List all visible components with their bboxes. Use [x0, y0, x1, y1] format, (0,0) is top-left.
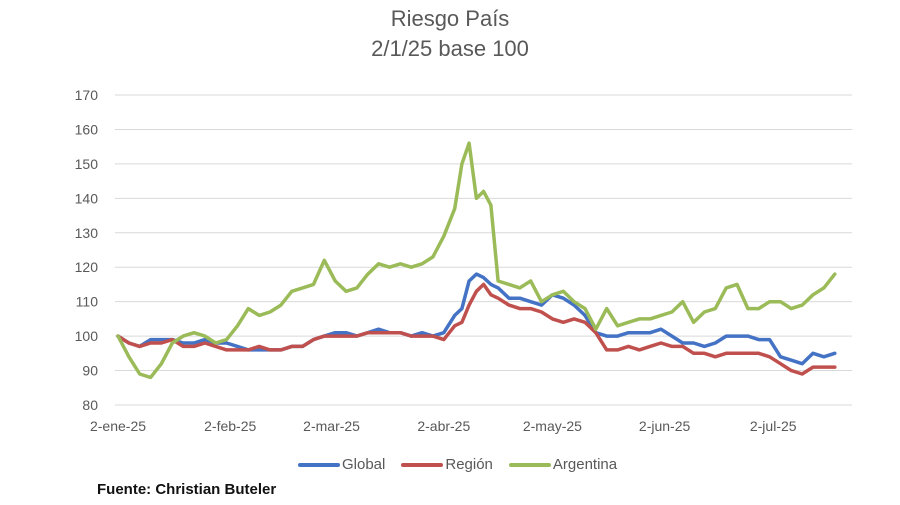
legend-item-region: Región	[401, 456, 493, 473]
data-series	[116, 141, 837, 380]
legend-label-global: Global	[342, 456, 386, 473]
y-tick-label: 160	[75, 121, 99, 137]
x-tick-label: 2-mar-25	[303, 418, 360, 434]
y-tick-label: 170	[75, 87, 99, 103]
legend: Global Región Argentina	[298, 456, 617, 473]
x-tick-label: 2-ene-25	[90, 418, 146, 434]
chart-title-line2: 2/1/25 base 100	[371, 36, 529, 61]
x-tick-label: 2-jul-25	[750, 418, 797, 434]
y-tick-label: 120	[75, 259, 99, 275]
y-axis-ticks: 80 90 100 110 120 130 140 150 160 170	[75, 87, 99, 413]
legend-swatch-region	[401, 462, 444, 467]
legend-label-region: Región	[445, 456, 493, 473]
gridlines	[115, 94, 852, 406]
y-tick-label: 140	[75, 190, 99, 206]
series-line-global	[116, 272, 837, 366]
x-axis-ticks: 2-ene-25 2-feb-25 2-mar-25 2-abr-25 2-may-25…	[90, 418, 797, 434]
x-tick-label: 2-jun-25	[639, 418, 691, 434]
y-tick-label: 110	[76, 294, 99, 310]
y-tick-label: 90	[82, 363, 98, 379]
y-tick-label: 130	[75, 225, 99, 241]
y-tick-label: 80	[82, 397, 98, 413]
x-tick-label: 2-may-25	[523, 418, 582, 434]
series-line-región	[116, 282, 837, 376]
legend-label-argentina: Argentina	[552, 456, 618, 473]
x-tick-label: 2-abr-25	[417, 418, 470, 434]
source-note: Fuente: Christian Buteler	[97, 481, 277, 498]
chart-title-line1: Riesgo País	[390, 6, 510, 31]
y-tick-label: 150	[75, 156, 99, 172]
legend-swatch-argentina	[508, 462, 551, 467]
legend-swatch-global	[298, 462, 340, 467]
y-tick-label: 100	[75, 328, 99, 344]
series-line-argentina	[116, 141, 837, 380]
legend-item-global: Global	[298, 456, 385, 473]
legend-item-argentina: Argentina	[508, 456, 618, 473]
x-tick-label: 2-feb-25	[204, 418, 256, 434]
